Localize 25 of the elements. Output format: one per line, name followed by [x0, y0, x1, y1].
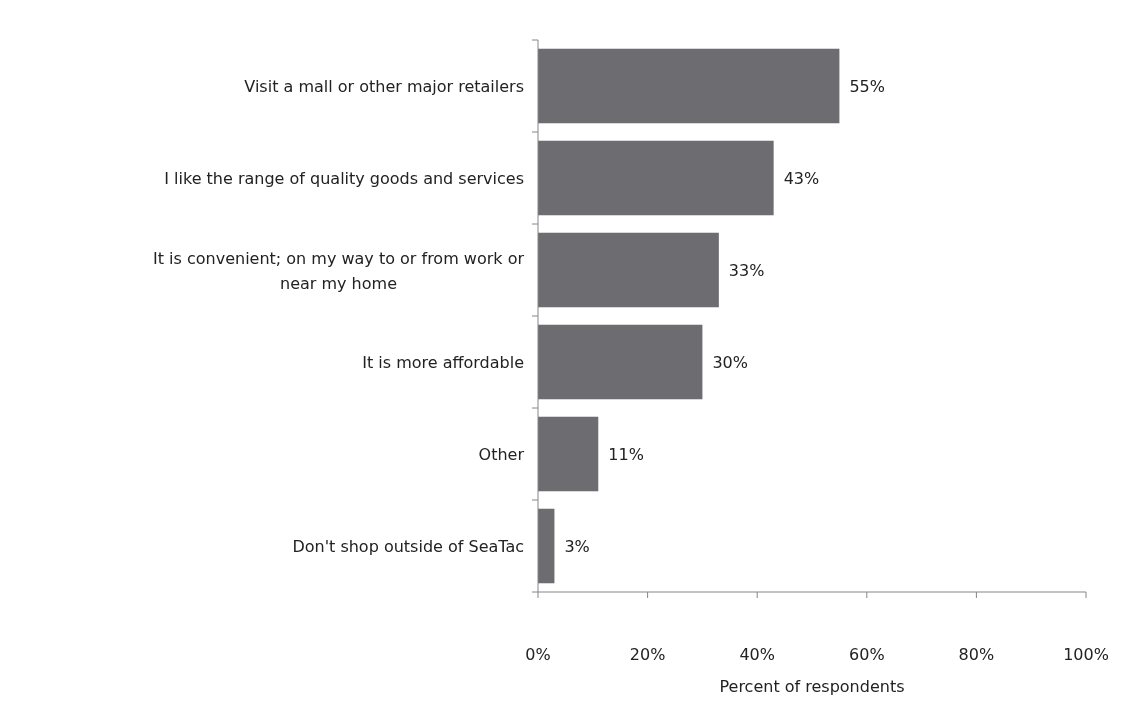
- y-tick-label: Other: [478, 445, 525, 464]
- bar: [538, 48, 840, 124]
- x-tick-label: 80%: [958, 645, 995, 664]
- data-label: 55%: [849, 77, 885, 96]
- x-tick-label: 60%: [849, 645, 885, 664]
- y-tick-label: It is convenient; on my way to or from work or near my home: [153, 248, 525, 293]
- data-label: 43%: [783, 169, 820, 188]
- data-label: 3%: [564, 537, 590, 556]
- bar: [538, 232, 719, 308]
- x-tick-label: 100%: [1063, 645, 1109, 664]
- bar: [538, 416, 599, 492]
- x-tick-label: 0%: [525, 645, 551, 664]
- x-tick-label: 40%: [739, 645, 775, 664]
- bar: [538, 324, 703, 400]
- x-axis-title: Percent of respondents: [719, 677, 905, 696]
- data-label: 30%: [712, 353, 748, 372]
- bar: [538, 140, 774, 216]
- bar: [538, 508, 555, 584]
- y-tick-label: Don't shop outside of SeaTac: [292, 537, 524, 556]
- y-tick-label: I like the range of quality goods and services: [164, 169, 524, 188]
- data-label: 33%: [728, 261, 765, 280]
- x-tick-label: 20%: [629, 645, 666, 664]
- y-tick-label: Visit a mall or other major retailers: [244, 77, 524, 96]
- y-tick-label: It is more affordable: [362, 353, 524, 372]
- data-label: 11%: [608, 445, 644, 464]
